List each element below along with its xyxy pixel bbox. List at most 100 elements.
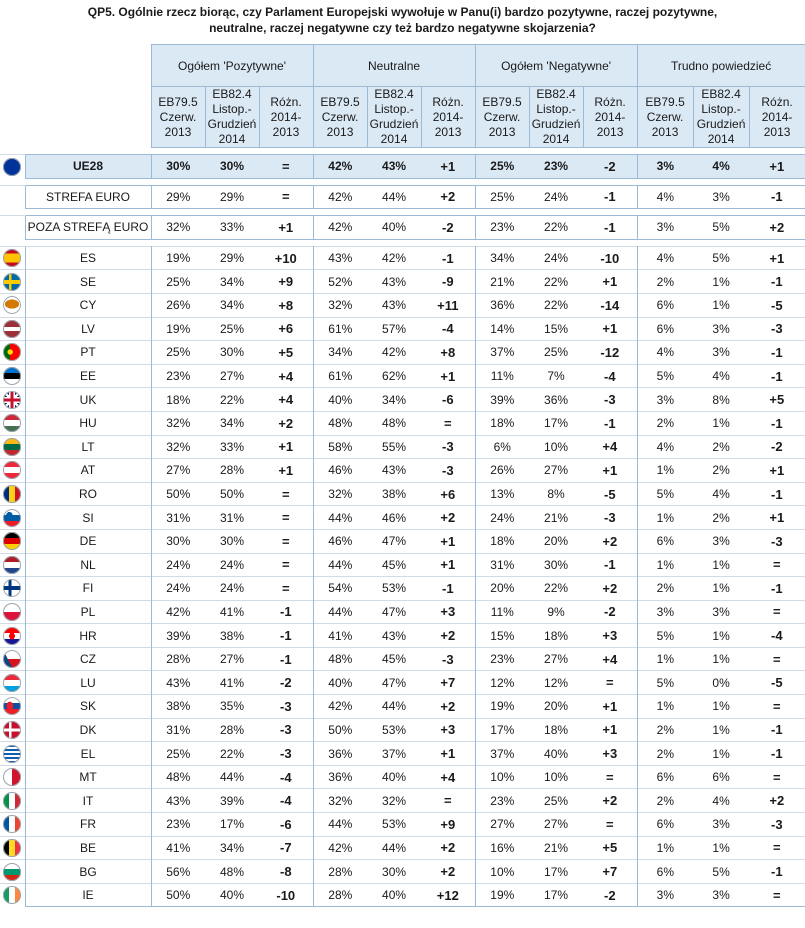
value-cell: 5% [637, 481, 694, 506]
flag-cell [0, 387, 25, 412]
value-cell: 35% [205, 694, 259, 719]
value-cell: 15% [475, 623, 530, 648]
sub-header-line: 2014 [218, 132, 246, 146]
sub-header-line: 2013 [164, 124, 192, 139]
value-cell: 41% [205, 670, 259, 695]
value-cell: 5% [637, 670, 694, 695]
table-row: CY 26% 34% +8 32% 43% +11 36% 22% -14 6% 1% -5 [0, 292, 805, 318]
difference-cell: -3 [259, 717, 314, 742]
difference-cell: +1 [749, 154, 805, 179]
difference-cell: = [259, 481, 314, 506]
difference-cell: -10 [259, 882, 314, 908]
difference-cell: = [421, 410, 476, 436]
value-cell: 29% [151, 184, 205, 210]
flag-cell [0, 741, 25, 766]
country-label: BG [24, 859, 152, 884]
table-row: PT 25% 30% +5 34% 42% +8 37% 25% -12 4% 3% -1 [0, 340, 805, 365]
difference-cell: +1 [583, 316, 638, 341]
difference-cell: -1 [749, 481, 805, 506]
value-cell: 32% [151, 215, 205, 240]
flag-lv-icon [3, 319, 22, 338]
value-cell: 50% [151, 882, 205, 908]
difference-cell: -3 [259, 694, 314, 719]
value-cell: 30% [205, 528, 259, 553]
country-label: UE28 [24, 154, 152, 179]
value-cell: 19% [151, 316, 205, 341]
sub-header-line: Różn. [761, 94, 793, 109]
flag-ie-icon [3, 886, 22, 905]
country-label: CZ [24, 646, 152, 671]
difference-cell: -1 [259, 646, 314, 671]
sub-header-line: EB79.5 [645, 94, 685, 109]
flag-cell [0, 694, 25, 719]
flag-nl-icon [3, 555, 22, 574]
value-cell: 32% [313, 292, 368, 318]
value-cell: 29% [205, 184, 259, 210]
flag-cell [0, 340, 25, 365]
value-cell: 7% [529, 363, 584, 388]
value-cell: 22% [205, 741, 259, 766]
value-cell: 31% [475, 552, 530, 577]
group-header-negative: Ogółem 'Negatywne' [474, 44, 638, 87]
value-cell: 50% [313, 717, 368, 742]
sub-header-cell: EB82.4 Listop.- Grudzień 2014 [204, 86, 260, 148]
value-cell: 39% [205, 788, 259, 813]
country-label: HR [24, 623, 152, 648]
sub-header-line: 2013 [434, 124, 462, 139]
value-cell: 33% [205, 434, 259, 459]
row-spacer [0, 148, 805, 155]
value-cell: 48% [313, 646, 368, 671]
value-cell: 9% [529, 599, 584, 624]
country-label: STREFA EURO [24, 184, 152, 210]
value-cell: 2% [693, 434, 750, 459]
difference-cell: = [583, 812, 638, 837]
difference-cell: -3 [421, 646, 476, 671]
value-cell: 44% [313, 599, 368, 624]
value-cell: 15% [529, 316, 584, 341]
title-line-2: neutralne, raczej negatywne czy też bard… [209, 21, 596, 35]
value-cell: 4% [693, 788, 750, 813]
difference-cell: -9 [421, 269, 476, 294]
value-cell: 28% [205, 717, 259, 742]
value-cell: 36% [529, 387, 584, 412]
value-cell: 19% [475, 694, 530, 719]
value-cell: 25% [151, 741, 205, 766]
value-cell: 1% [693, 646, 750, 671]
value-cell: 27% [205, 646, 259, 671]
difference-cell: +6 [421, 481, 476, 506]
difference-cell: +1 [749, 458, 805, 483]
sub-header-line: Grudzień [369, 117, 419, 131]
flag-fi-icon [3, 579, 22, 598]
value-cell: 8% [529, 481, 584, 506]
difference-cell: +1 [583, 694, 638, 719]
difference-cell: +1 [583, 717, 638, 742]
value-cell: 55% [367, 434, 422, 459]
row-spacer [0, 178, 805, 185]
difference-cell: -2 [259, 670, 314, 695]
difference-cell: +8 [421, 340, 476, 365]
value-cell: 18% [529, 623, 584, 648]
sub-header-line: Grudzień [696, 117, 746, 131]
value-cell: 1% [637, 505, 694, 530]
sub-header-line: Czerw. [646, 109, 684, 124]
difference-cell: -1 [749, 184, 805, 210]
difference-cell: +4 [583, 434, 638, 459]
flag-cell [0, 764, 25, 789]
value-cell: 1% [637, 552, 694, 577]
value-cell: 19% [151, 245, 205, 270]
flag-cell [0, 245, 25, 270]
value-cell: 6% [637, 292, 694, 318]
country-label: RO [24, 481, 152, 506]
value-cell: 8% [693, 387, 750, 412]
value-cell: 1% [693, 269, 750, 294]
difference-cell: +5 [749, 387, 805, 412]
difference-cell: +2 [421, 623, 476, 648]
value-cell: 25% [475, 154, 530, 179]
value-cell: 3% [693, 184, 750, 210]
value-cell: 24% [205, 576, 259, 601]
difference-cell: -6 [421, 387, 476, 412]
country-label: SK [24, 694, 152, 719]
value-cell: 40% [205, 882, 259, 908]
value-cell: 32% [367, 788, 422, 813]
value-cell: 25% [151, 340, 205, 365]
